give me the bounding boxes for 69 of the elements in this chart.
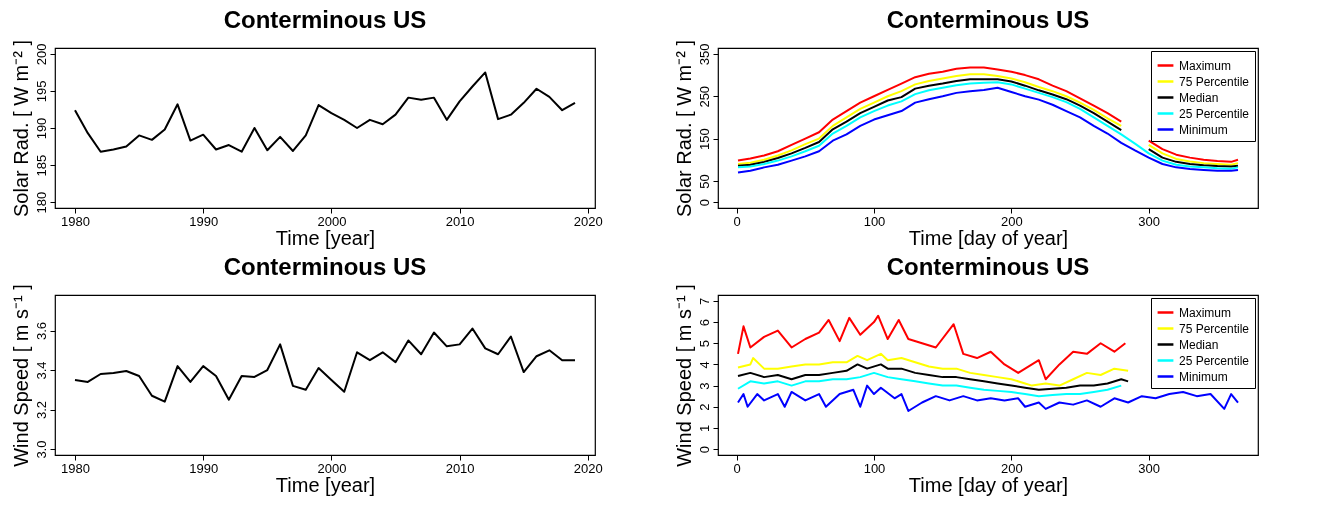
x-tick-label: 100 bbox=[863, 460, 886, 476]
y-tick-label: 3 bbox=[696, 382, 712, 390]
legend-label: Median bbox=[1179, 337, 1219, 352]
legend-label: Minimum bbox=[1179, 122, 1228, 137]
x-tick-label: 2010 bbox=[445, 213, 475, 229]
legend-label: Maximum bbox=[1179, 305, 1232, 320]
y-tick-label: 3.4 bbox=[33, 361, 49, 380]
y-tick-label: 200 bbox=[33, 43, 49, 66]
y-tick-label: 185 bbox=[33, 154, 49, 177]
legend-label: 75 Percentile bbox=[1179, 321, 1250, 336]
x-axis-title: Time [year] bbox=[275, 226, 376, 249]
y-tick-label: 250 bbox=[696, 85, 712, 108]
x-tick-label: 0 bbox=[733, 460, 741, 476]
chart-title: Conterminous US bbox=[223, 5, 427, 33]
legend-label: Maximum bbox=[1179, 58, 1232, 73]
y-axis-title: Wind Speed [ m s⁻¹ ] bbox=[9, 284, 32, 467]
x-tick-label: 200 bbox=[1001, 213, 1023, 229]
x-tick-label: 300 bbox=[1138, 460, 1161, 476]
chart-title: Conterminous US bbox=[223, 252, 427, 280]
y-tick-label: 4 bbox=[696, 361, 712, 369]
y-tick-label: 3.0 bbox=[33, 440, 49, 459]
y-tick-label: 3.2 bbox=[33, 401, 49, 420]
chart-title: Conterminous US bbox=[886, 5, 1090, 33]
y-tick-label: 150 bbox=[696, 128, 712, 150]
legend-label: 25 Percentile bbox=[1179, 106, 1250, 121]
y-tick-label: 1 bbox=[696, 424, 712, 433]
line-series bbox=[737, 352, 1130, 387]
line-series bbox=[737, 384, 1239, 412]
legend-label: Minimum bbox=[1179, 369, 1228, 384]
y-axis-title: Wind Speed [ m s⁻¹ ] bbox=[672, 284, 695, 467]
x-axis-title: Time [year] bbox=[275, 473, 376, 496]
y-axis-title: Solar Rad. [ W m⁻² ] bbox=[672, 39, 695, 218]
line-series bbox=[74, 71, 576, 153]
x-tick-label: 100 bbox=[863, 213, 886, 229]
y-tick-label: 190 bbox=[33, 117, 49, 140]
x-tick-label: 1980 bbox=[61, 460, 90, 476]
line-series bbox=[737, 363, 1130, 391]
y-tick-label: 7 bbox=[696, 297, 712, 306]
x-tick-label: 2010 bbox=[445, 460, 475, 476]
y-tick-label: 195 bbox=[33, 80, 49, 103]
x-tick-label: 0 bbox=[733, 213, 741, 229]
y-tick-label: 180 bbox=[33, 191, 49, 214]
y-tick-label: 2 bbox=[696, 403, 712, 411]
legend-label: 75 Percentile bbox=[1179, 74, 1250, 89]
x-tick-label: 300 bbox=[1138, 213, 1161, 229]
x-axis-title: Time [day of year] bbox=[908, 473, 1069, 496]
x-tick-label: 2000 bbox=[317, 460, 347, 476]
legend-label: Median bbox=[1179, 90, 1219, 105]
line-series bbox=[737, 371, 1123, 398]
legend-label: 25 Percentile bbox=[1179, 353, 1250, 368]
y-tick-label: 50 bbox=[696, 174, 712, 189]
x-tick-label: 200 bbox=[1001, 460, 1023, 476]
line-series bbox=[74, 327, 576, 403]
y-tick-label: 5 bbox=[696, 340, 712, 348]
line-series bbox=[737, 314, 1127, 381]
x-axis-title: Time [day of year] bbox=[908, 226, 1069, 249]
x-tick-label: 1990 bbox=[189, 460, 219, 476]
x-tick-label: 1980 bbox=[61, 213, 90, 229]
x-tick-label: 2020 bbox=[573, 460, 603, 476]
y-axis-title: Solar Rad. [ W m⁻² ] bbox=[9, 39, 32, 218]
chart-title: Conterminous US bbox=[886, 252, 1090, 280]
x-tick-label: 2020 bbox=[573, 213, 603, 229]
y-tick-label: 0 bbox=[696, 198, 712, 207]
x-tick-label: 1990 bbox=[189, 213, 219, 229]
y-tick-label: 3.6 bbox=[33, 322, 49, 341]
y-tick-label: 350 bbox=[696, 43, 712, 66]
x-tick-label: 2000 bbox=[317, 213, 347, 229]
y-tick-label: 0 bbox=[696, 445, 712, 454]
y-tick-label: 6 bbox=[696, 318, 712, 327]
